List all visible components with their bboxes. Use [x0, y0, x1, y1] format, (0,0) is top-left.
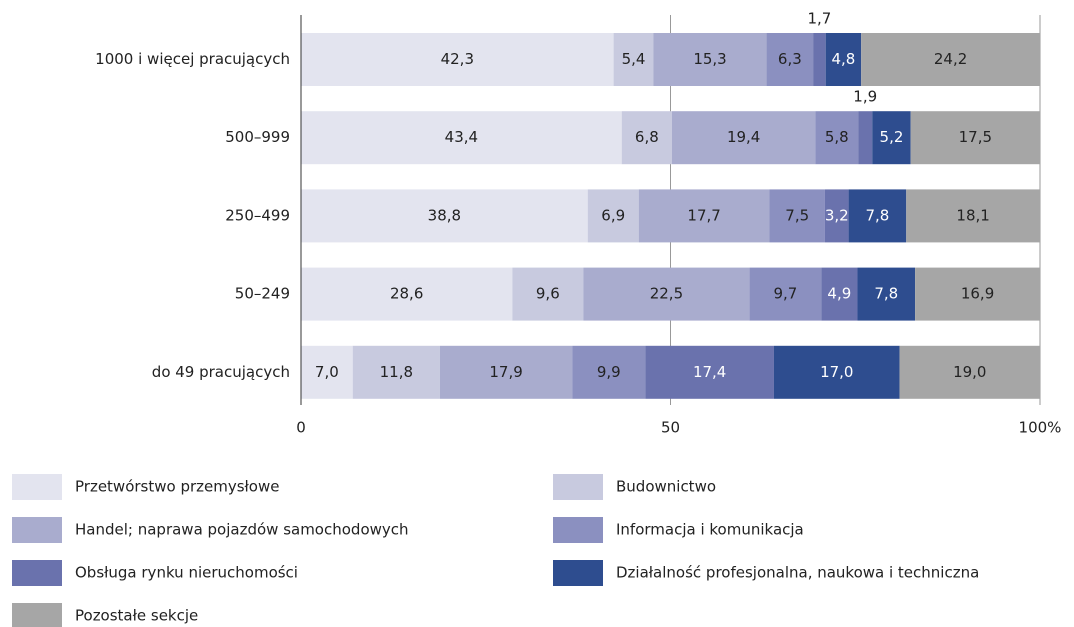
data-label: 17,9 — [489, 363, 522, 381]
data-label: 6,3 — [778, 50, 802, 68]
bar-segment — [861, 33, 1040, 86]
bar-segment — [857, 267, 916, 321]
bar-segment — [910, 111, 1040, 165]
data-label: 6,8 — [635, 128, 659, 146]
data-label: 17,7 — [687, 206, 720, 224]
y-tick-label: do 49 pracujących — [152, 363, 290, 381]
bar-segment — [512, 267, 584, 321]
legend-swatch — [553, 517, 603, 543]
bar-segment — [587, 189, 639, 243]
x-tick-label: 100% — [1019, 419, 1062, 437]
legend-swatch — [553, 474, 603, 500]
data-label: 9,9 — [597, 363, 621, 381]
bar-segment — [301, 189, 588, 243]
bar-segment — [352, 345, 440, 399]
bar-segment — [638, 189, 770, 243]
data-label: 19,0 — [953, 363, 986, 381]
data-label: 4,9 — [827, 285, 851, 303]
data-label: 7,8 — [874, 285, 898, 303]
legend-swatch — [12, 603, 62, 627]
legend-label: Handel; naprawa pojazdów samochodowych — [75, 521, 409, 539]
legend-swatch — [553, 560, 603, 586]
data-label: 38,8 — [428, 206, 461, 224]
bar-segment — [872, 111, 911, 165]
data-label: 16,9 — [961, 285, 994, 303]
bar-segment — [773, 345, 900, 399]
data-label: 5,2 — [880, 128, 904, 146]
bar-segment — [301, 33, 614, 86]
bar-segment — [858, 111, 873, 165]
y-tick-label: 1000 i więcej pracujących — [95, 50, 290, 68]
x-tick-label: 50 — [661, 419, 680, 437]
data-label: 17,4 — [693, 363, 726, 381]
data-label: 6,9 — [601, 206, 625, 224]
data-label: 15,3 — [693, 50, 726, 68]
legend-label: Budownictwo — [616, 478, 716, 496]
data-label: 28,6 — [390, 285, 423, 303]
legend-label: Działalność profesjonalna, naukowa i tec… — [616, 564, 979, 582]
data-label: 11,8 — [380, 363, 413, 381]
x-tick-label: 0 — [296, 419, 306, 437]
bar-segment — [301, 111, 622, 165]
data-label: 4,8 — [831, 50, 855, 68]
data-label: 7,5 — [785, 206, 809, 224]
legend-label: Informacja i komunikacja — [616, 521, 804, 539]
bar-segment — [899, 345, 1040, 399]
data-label: 3,2 — [825, 206, 849, 224]
bar-segment — [906, 189, 1040, 243]
data-label: 7,8 — [865, 206, 889, 224]
bar-segment — [583, 267, 750, 321]
bar-segment — [813, 33, 826, 86]
legend-label: Przetwórstwo przemysłowe — [75, 478, 280, 496]
legend-swatch — [12, 560, 62, 586]
y-tick-label: 500–999 — [225, 128, 290, 146]
bar-segment — [766, 33, 814, 86]
bar-segment — [653, 33, 767, 86]
data-label: 24,2 — [934, 50, 967, 68]
bar-segment — [301, 345, 353, 399]
data-label: 1,7 — [807, 10, 831, 28]
bar-segment — [825, 33, 862, 86]
bar-segment — [621, 111, 672, 165]
bar-segment — [301, 267, 513, 321]
data-label: 42,3 — [441, 50, 474, 68]
legend-label: Pozostałe sekcje — [75, 607, 198, 625]
legend-swatch — [12, 474, 62, 500]
legend-swatch — [12, 517, 62, 543]
bar-segment — [769, 189, 825, 243]
data-label: 5,4 — [622, 50, 646, 68]
bar-segment — [824, 189, 849, 243]
legend-label: Obsługa rynku nieruchomości — [75, 564, 298, 582]
bar-segment — [815, 111, 859, 165]
bar-segment — [848, 189, 907, 243]
data-label: 43,4 — [445, 128, 478, 146]
data-label: 1,9 — [853, 88, 877, 106]
y-tick-label: 50–249 — [235, 285, 290, 303]
data-label: 9,7 — [773, 285, 797, 303]
data-label: 9,6 — [536, 285, 560, 303]
bar-segment — [645, 345, 774, 399]
data-label: 17,5 — [959, 128, 992, 146]
data-label: 19,4 — [727, 128, 760, 146]
bar-segment — [613, 33, 654, 86]
data-label: 22,5 — [650, 285, 683, 303]
bar-segment — [572, 345, 646, 399]
y-tick-label: 250–499 — [225, 206, 290, 224]
bar-segment — [671, 111, 816, 165]
bar-segment — [821, 267, 858, 321]
bar-segment — [915, 267, 1040, 321]
bar-segment — [749, 267, 822, 321]
bar-segment — [439, 345, 573, 399]
data-label: 18,1 — [956, 206, 989, 224]
data-label: 7,0 — [315, 363, 339, 381]
data-label: 5,8 — [825, 128, 849, 146]
data-label: 17,0 — [820, 363, 853, 381]
